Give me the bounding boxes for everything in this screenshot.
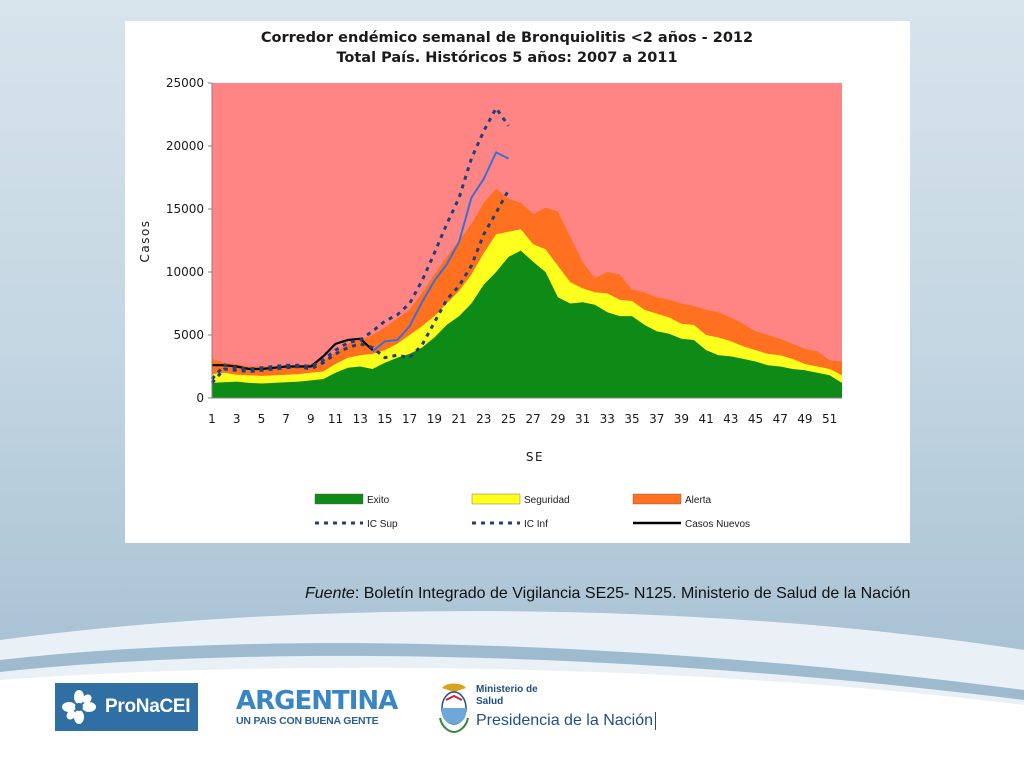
chart-panel: Corredor endémico semanal de Bronquiolit…	[125, 21, 910, 543]
ministerio-salud-logo: Ministerio de Salud Presidencia de la Na…	[436, 680, 656, 736]
source-label: Fuente	[305, 585, 355, 602]
pronacei-wordmark: ProNaCEI	[105, 696, 190, 718]
ministerio-name: Ministerio de Salud	[476, 684, 538, 708]
y-tick-label: 20000	[166, 139, 204, 153]
presidencia-label: Presidencia de la Nación	[476, 712, 656, 730]
x-tick-label: 3	[233, 412, 241, 426]
seguridad-legend-label: Seguridad	[524, 495, 570, 506]
x-tick-label: 17	[402, 412, 417, 426]
x-tick-label: 21	[451, 412, 466, 426]
casos-nuevos-legend-label: Casos Nuevos	[685, 519, 750, 530]
x-tick-label: 13	[353, 412, 368, 426]
x-tick-label: 45	[748, 412, 763, 426]
argentina-wordmark: ARGENTINA	[236, 688, 404, 714]
argentina-tagline: UN PAIS CON BUENA GENTE	[236, 715, 404, 727]
x-tick-label: 35	[624, 412, 639, 426]
x-tick-label: 33	[600, 412, 615, 426]
pronacei-logo: ProNaCEI	[55, 683, 198, 731]
y-tick-label: 10000	[166, 265, 204, 279]
x-tick-label: 27	[526, 412, 541, 426]
chart-legend: Exito Seguridad Alerta IC Sup IC Inf Casos Nu…	[315, 494, 750, 530]
y-tick-label: 0	[196, 391, 204, 405]
x-tick-label: 29	[550, 412, 565, 426]
x-tick-label: 19	[427, 412, 442, 426]
endemic-corridor-chart: Corredor endémico semanal de Bronquiolit…	[125, 21, 910, 543]
y-tick-label: 5000	[173, 328, 204, 342]
x-tick-label: 15	[377, 412, 392, 426]
x-axis-label: SE	[526, 450, 544, 464]
y-tick-label: 15000	[166, 202, 204, 216]
x-tick-label: 1	[208, 412, 216, 426]
x-tick-label: 5	[258, 412, 266, 426]
chart-subtitle: Total País. Históricos 5 años: 2007 a 20…	[336, 50, 677, 66]
seguridad-legend-swatch	[472, 494, 520, 504]
y-tick-label: 25000	[166, 76, 204, 90]
exito-legend-swatch	[315, 494, 363, 504]
ministerio-line2: Salud	[476, 696, 503, 707]
x-tick-label: 37	[649, 412, 664, 426]
ic-sup-legend-label: IC Sup	[367, 519, 398, 530]
exito-legend-label: Exito	[367, 495, 390, 506]
national-coat-of-arms-icon	[436, 682, 472, 734]
x-tick-label: 11	[328, 412, 343, 426]
x-tick-label: 39	[674, 412, 689, 426]
y-axis-label: Casos	[138, 219, 152, 262]
x-tick-label: 49	[797, 412, 812, 426]
source-citation: Fuente: Boletín Integrado de Vigilancia …	[305, 585, 1005, 603]
ic-inf-legend-label: IC Inf	[524, 519, 548, 530]
pronacei-flower-icon	[59, 687, 99, 727]
argentina-logo: ARGENTINA UN PAIS CON BUENA GENTE	[236, 688, 404, 732]
x-tick-label: 23	[476, 412, 491, 426]
x-tick-label: 41	[698, 412, 713, 426]
ministerio-line1: Ministerio de	[476, 684, 538, 695]
x-tick-label: 51	[822, 412, 837, 426]
alerta-legend-swatch	[633, 494, 681, 504]
x-tick-label: 43	[723, 412, 738, 426]
x-tick-label: 7	[282, 412, 290, 426]
source-text: : Boletín Integrado de Vigilancia SE25- …	[355, 585, 911, 602]
x-tick-label: 9	[307, 412, 315, 426]
chart-title: Corredor endémico semanal de Bronquiolit…	[261, 30, 753, 46]
x-tick-label: 47	[773, 412, 788, 426]
alerta-legend-label: Alerta	[685, 495, 712, 506]
x-tick-label: 25	[501, 412, 516, 426]
x-tick-label: 31	[575, 412, 590, 426]
